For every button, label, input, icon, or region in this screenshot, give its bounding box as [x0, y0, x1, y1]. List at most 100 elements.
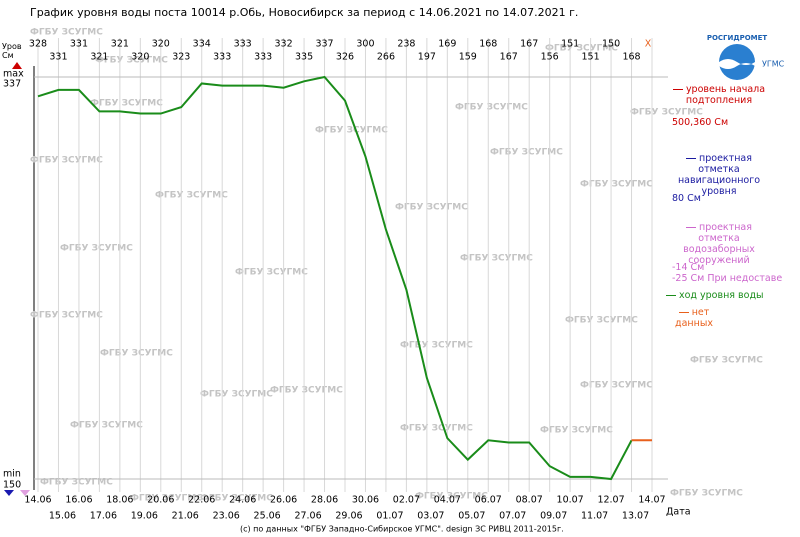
watermark: ФГБУ ЗСУГМС [30, 28, 103, 38]
value-label: 168 [479, 39, 497, 50]
watermark: ФГБУ ЗСУГМС [415, 492, 488, 502]
value-label: 266 [377, 52, 395, 63]
value-label: 320 [152, 39, 170, 50]
x-label: Дата [666, 507, 691, 518]
x-tick-label: 01.07 [376, 511, 403, 522]
value-label: 159 [459, 52, 477, 63]
legend-swatch [672, 89, 683, 90]
watermark: ФГБУ ЗСУГМС [455, 103, 528, 113]
x-tick-label: 03.07 [417, 511, 444, 522]
watermark: ФГБУ ЗСУГМС [545, 44, 618, 54]
watermark: ФГБУ ЗСУГМС [670, 489, 743, 499]
legend-entry: ход уровня воды [666, 290, 764, 301]
legend-entry: проектная отметка водозаборных сооружени… [664, 222, 774, 266]
watermark: ФГБУ ЗСУГМС [235, 268, 308, 278]
watermark: ФГБУ ЗСУГМС [200, 390, 273, 400]
value-label: 337 [315, 39, 333, 50]
y-label: Уров См [2, 42, 22, 60]
max-marker [12, 62, 22, 69]
ref-marker [20, 490, 30, 496]
watermark: ФГБУ ЗСУГМС [400, 424, 473, 434]
value-label: 333 [213, 52, 231, 63]
value-label: 300 [356, 39, 374, 50]
x-tick-label: 23.06 [213, 511, 240, 522]
x-tick-label: 18.06 [106, 495, 133, 506]
watermark: ФГБУ ЗСУГМС [630, 108, 703, 118]
watermark: ФГБУ ЗСУГМС [95, 56, 168, 66]
watermark: ФГБУ ЗСУГМС [130, 494, 203, 504]
x-tick-label: 17.06 [90, 511, 117, 522]
x-tick-label: 22.06 [188, 495, 215, 506]
chart-title: График уровня воды поста 10014 р.Обь, Но… [30, 6, 578, 19]
watermark: ФГБУ ЗСУГМС [70, 421, 143, 431]
watermark: ФГБУ ЗСУГМС [30, 311, 103, 321]
x-tick-label: 29.06 [335, 511, 362, 522]
legend-swatch [666, 295, 676, 296]
legend-value: -14 См -25 См При недоставе [672, 262, 783, 284]
level-line [37, 75, 633, 481]
y-tick-label: 150 [3, 480, 21, 491]
value-label: 151 [561, 39, 579, 50]
watermark: ФГБУ ЗСУГМС [580, 180, 653, 190]
value-label: 197 [418, 52, 436, 63]
legend-text: проектная отметка водозаборных сооружени… [683, 222, 755, 266]
x-tick-label: 12.07 [597, 495, 624, 506]
value-label: 334 [193, 39, 211, 50]
value-label: 332 [275, 39, 293, 50]
value-label: 333 [234, 39, 252, 50]
y-label-line: См [2, 51, 14, 60]
legend-swatch [686, 227, 697, 228]
value-label: 331 [70, 39, 88, 50]
no-data-label: X [645, 39, 652, 50]
legend-swatch [686, 158, 697, 159]
value-label: 323 [172, 52, 190, 63]
x-tick-label: 16.06 [65, 495, 92, 506]
value-label: 320 [131, 52, 149, 63]
value-label: 238 [397, 39, 415, 50]
x-tick-label: 11.07 [581, 511, 608, 522]
x-tick-label: 14.06 [24, 495, 51, 506]
watermark: ФГБУ ЗСУГМС [490, 148, 563, 158]
legend-text: нет данных [675, 307, 713, 329]
min-marker [4, 490, 14, 496]
x-tick-label: 25.06 [254, 511, 281, 522]
value-label: 321 [111, 39, 129, 50]
watermark: ФГБУ ЗСУГМС [565, 316, 638, 326]
watermark: ФГБУ ЗСУГМС [100, 349, 173, 359]
x-tick-label: 13.07 [622, 511, 649, 522]
legend-text: проектная отметка навигационного уровня [677, 153, 761, 197]
y-tick-label: 337 [3, 79, 21, 90]
value-label: 328 [29, 39, 47, 50]
x-tick-label: 28.06 [311, 495, 338, 506]
watermark: ФГБУ ЗСУГМС [200, 494, 273, 504]
y-label-line: Уров [2, 42, 22, 51]
value-label: 321 [90, 52, 108, 63]
logo-sub: УГМС [762, 60, 785, 69]
x-tick-label: 30.06 [352, 495, 379, 506]
watermark: ФГБУ ЗСУГМС [40, 478, 113, 488]
legend-value: 80 См [672, 193, 701, 204]
x-tick-label: 04.07 [434, 495, 461, 506]
x-tick-label: 09.07 [540, 511, 567, 522]
value-label: 335 [295, 52, 313, 63]
x-tick-label: 08.07 [516, 495, 543, 506]
value-label: 156 [541, 52, 559, 63]
watermark: ФГБУ ЗСУГМС [60, 244, 133, 254]
watermark: ФГБУ ЗСУГМС [460, 254, 533, 264]
x-tick-label: 06.07 [475, 495, 502, 506]
x-tick-label: 21.06 [172, 511, 199, 522]
value-label: 150 [602, 39, 620, 50]
value-label: 151 [582, 52, 600, 63]
value-label: 333 [254, 52, 272, 63]
credit: (с) по данных "ФГБУ Западно-Сибирское УГ… [240, 525, 564, 534]
watermark: ФГБУ ЗСУГМС [315, 126, 388, 136]
legend-entry: нет данных [664, 307, 724, 329]
value-label: 167 [520, 39, 538, 50]
legend-entry: проектная отметка навигационного уровня [664, 153, 774, 197]
value-label: 167 [500, 52, 518, 63]
legend-swatch [678, 312, 689, 313]
logo-name: РОСГИДРОМЕТ [707, 34, 768, 42]
x-tick-label: 26.06 [270, 495, 297, 506]
